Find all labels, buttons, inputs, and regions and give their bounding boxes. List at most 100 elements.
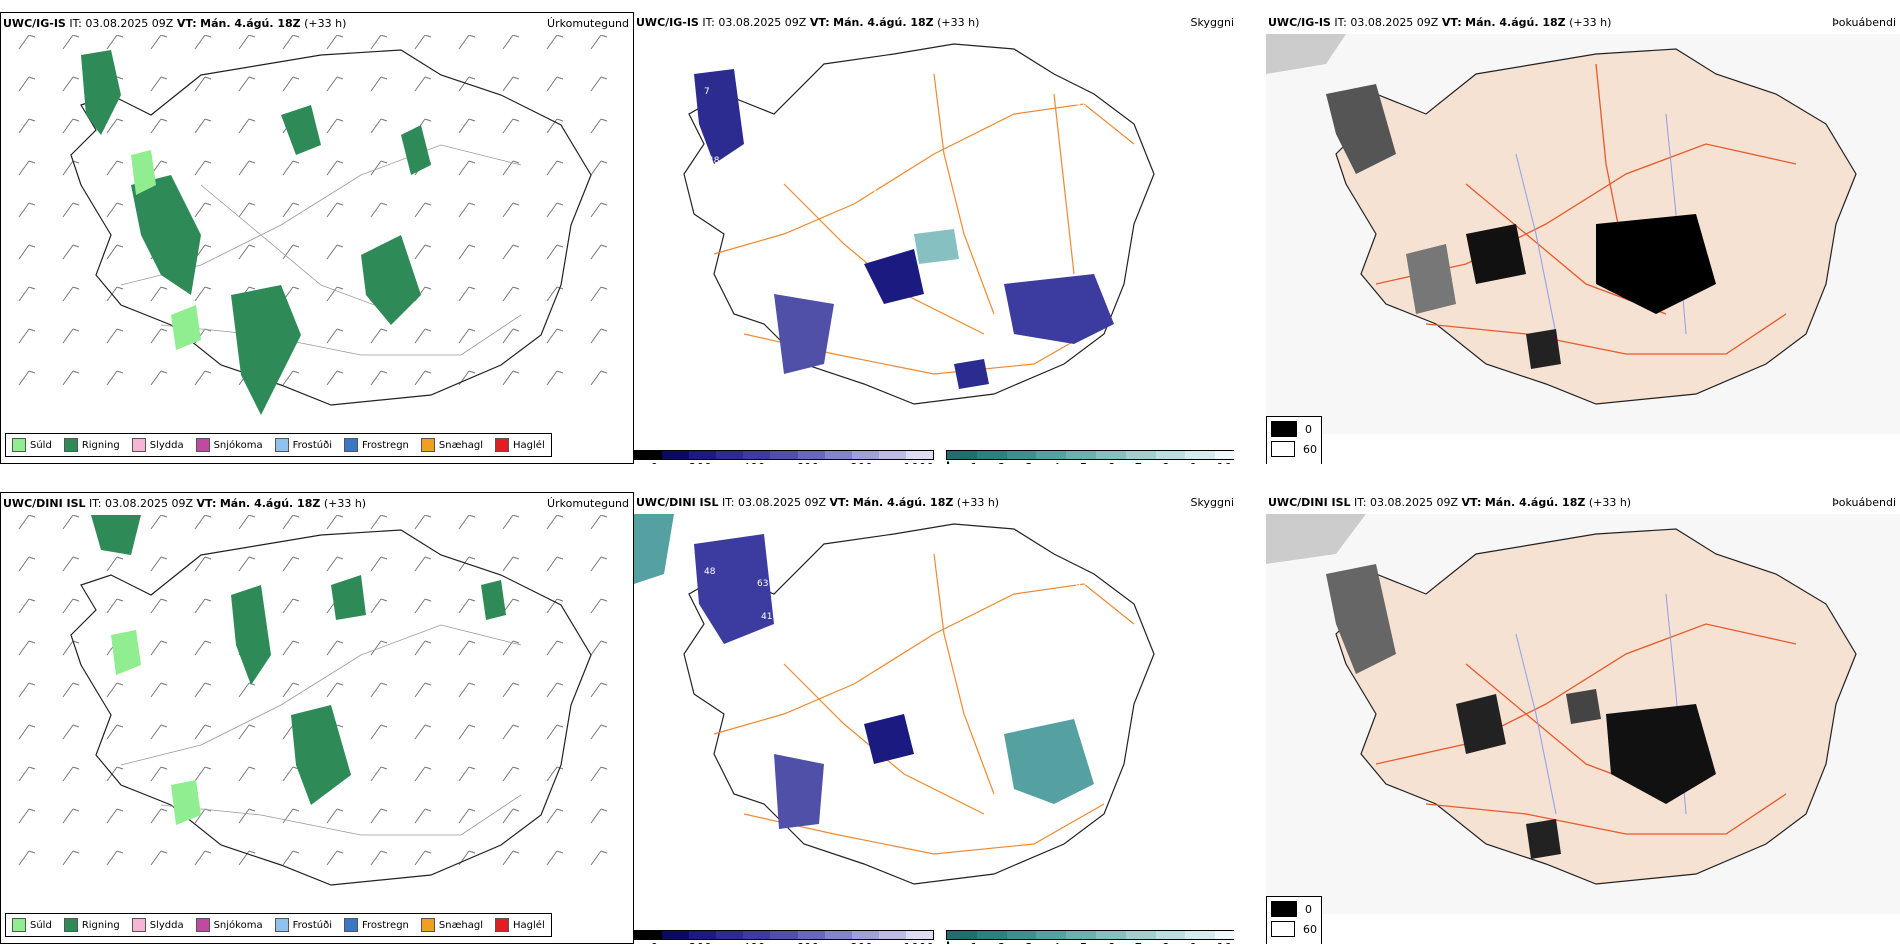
drizzle-areas: [111, 630, 201, 825]
wind-barb: [502, 808, 520, 824]
lead-time: (+33 h): [323, 497, 367, 510]
wind-barb: [106, 286, 124, 302]
colorbar-tick: 9: [1189, 941, 1197, 944]
wind-barb: [458, 640, 476, 656]
height-scale-ticks: m 0 200 400 600 800 1000: [634, 940, 934, 944]
cloud-height-label: 03: [814, 624, 825, 634]
wind-barb: [238, 682, 256, 698]
cloud-height-label: 59: [916, 579, 928, 589]
wind-barb: [150, 598, 168, 614]
wind-barb: [502, 328, 520, 344]
wind-barb: [282, 808, 300, 824]
wind-barb: [590, 76, 608, 92]
wind-barb: [590, 556, 608, 572]
cloud-height-labels: 7 48 52 59 55 8 95 41 48 22 98 72 127 112 76 9 13 68 11 74 6…: [704, 87, 1095, 211]
wind-barb: [370, 850, 388, 866]
wind-barb: [62, 160, 80, 176]
wind-barb: [194, 118, 212, 134]
legend-item: Rigning: [63, 438, 120, 452]
colorbar-cell: [1185, 451, 1216, 459]
wind-barb: [546, 556, 564, 572]
fog-legend-label: 0: [1305, 422, 1312, 436]
colorbar-cell: [689, 931, 717, 939]
wind-barb: [18, 850, 36, 866]
wind-barb: [238, 515, 256, 530]
wind-barb: [326, 76, 344, 92]
wind-barb: [18, 808, 36, 824]
fog-index-panel-top: UWC/IG-IS IT: 03.08.2025 09Z VT: Mán. 4.…: [1266, 12, 1900, 464]
legend-item: Frostúði: [274, 438, 332, 452]
colorbar-cell: [1066, 931, 1096, 939]
legend-label: Snæhagl: [438, 439, 484, 451]
wind-barb: [546, 370, 564, 386]
colorbar-tick: 5: [1080, 941, 1088, 944]
wind-barb: [62, 850, 80, 866]
cloud-height-label: 98: [814, 144, 826, 154]
wind-barb: [458, 515, 476, 530]
vt-value: Mán. 4.ágú. 18Z: [1465, 16, 1566, 29]
legend-item: Haglél: [495, 438, 545, 452]
lead-time: (+33 h): [1588, 496, 1632, 509]
precip-legend: Súld Rigning Slydda Snjókoma Frostúði Frostre…: [5, 433, 552, 457]
colorbar-cell: [976, 931, 1007, 939]
fog-areas: [1266, 34, 1716, 369]
wind-barb: [18, 35, 36, 50]
legend-swatch: [420, 438, 435, 452]
wind-barb: [62, 202, 80, 218]
legend-swatch: [495, 438, 510, 452]
colorbar-cell: [976, 451, 1007, 459]
colorbar-tick: 600: [796, 461, 819, 464]
wind-barb: [590, 724, 608, 740]
legend-swatch: [195, 438, 210, 452]
wind-barb: [590, 286, 608, 302]
legend-swatch: [420, 918, 435, 932]
legend-item: Snjókoma: [195, 918, 263, 932]
legend-item: Súld: [12, 918, 52, 932]
wind-barb: [458, 850, 476, 866]
wind-barbs: [18, 515, 608, 866]
legend-swatch: [131, 438, 146, 452]
wind-barb: [194, 682, 212, 698]
colorbar-tick: 4: [1053, 941, 1061, 944]
wind-barb: [150, 682, 168, 698]
wind-barb: [150, 640, 168, 656]
wind-barb: [238, 118, 256, 134]
wind-barb: [62, 640, 80, 656]
colorbar-cell: [635, 931, 663, 939]
colorbar-cell: [662, 451, 690, 459]
cloud-height-label: 59: [863, 87, 875, 97]
wind-barb: [282, 598, 300, 614]
wind-barb: [546, 35, 564, 50]
wind-barb: [458, 286, 476, 302]
wind-barb: [62, 598, 80, 614]
panel-header: UWC/IG-IS IT: 03.08.2025 09Z VT: Mán. 4.…: [636, 16, 979, 29]
wind-barb: [414, 598, 432, 614]
legend-label: Rigning: [81, 439, 120, 451]
wind-barb: [150, 370, 168, 386]
colorbar-cell: [797, 451, 825, 459]
wind-barb: [150, 808, 168, 824]
it-value: 03.08.2025 09Z: [85, 17, 174, 30]
wind-barb: [458, 598, 476, 614]
cloud-height-label: 11: [818, 177, 829, 187]
visibility-colorbar: [946, 450, 1234, 460]
wind-barb: [18, 724, 36, 740]
wind-barb: [62, 286, 80, 302]
model-name: UWC/IG-IS: [1268, 16, 1331, 29]
wind-barb: [590, 766, 608, 782]
wind-barb: [458, 160, 476, 176]
colorbar-tick: 1000: [903, 941, 934, 944]
colorbar-tick: 200: [689, 461, 712, 464]
panel-title: Skyggni: [1190, 496, 1234, 509]
cloud-height-label: 52: [810, 111, 821, 121]
colorbar-cell: [1215, 451, 1234, 459]
cloud-height-label: 65: [924, 201, 935, 211]
wind-barb: [370, 682, 388, 698]
fog-map: [1266, 34, 1900, 434]
wind-barb: [502, 160, 520, 176]
cloud-height-label: 48: [757, 99, 769, 109]
wind-barb: [18, 640, 36, 656]
colorbar-tick: 1: [970, 941, 978, 944]
visibility-scale-ticks: km 1 2 3 4 5 6 7 8 9 10: [946, 940, 1232, 944]
colorbar-tick: 2: [998, 461, 1006, 464]
